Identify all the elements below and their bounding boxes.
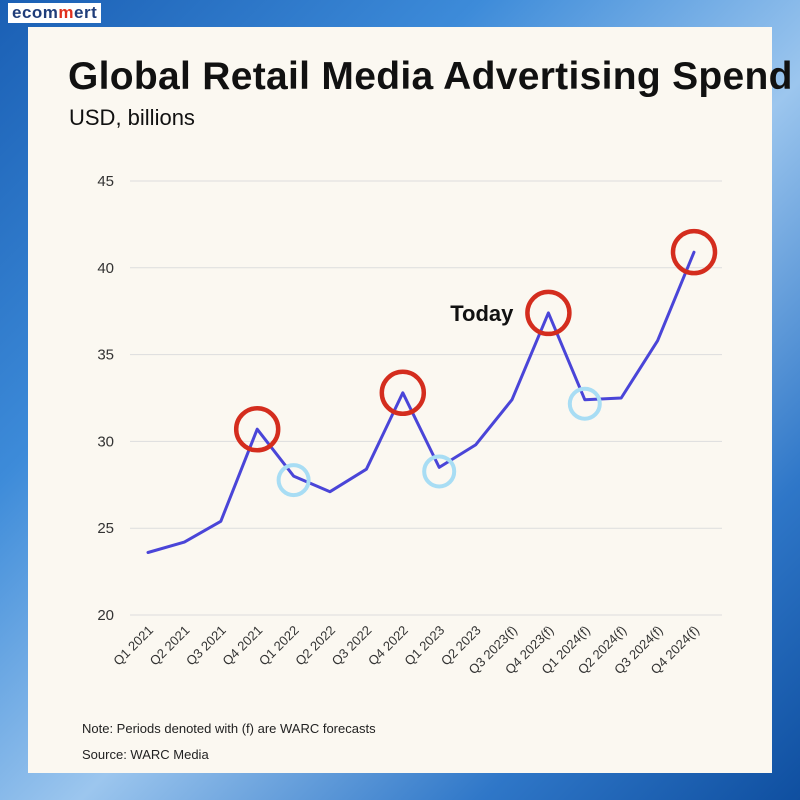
peak-highlight-circle: [233, 405, 281, 453]
dip-highlight-circle: [276, 463, 311, 498]
data-point: [292, 474, 296, 478]
data-point: [255, 427, 259, 431]
chart-subtitle: USD, billions: [69, 105, 195, 130]
peak-highlight-circle: [525, 289, 572, 337]
chart-title: Global Retail Media Advertising Spend: [68, 55, 793, 98]
source-note: Source: WARC Media: [82, 747, 209, 762]
dip-highlight-circle: [422, 454, 457, 489]
data-point: [182, 540, 186, 544]
y-tick-label: 25: [97, 520, 114, 537]
series-line: [146, 250, 696, 554]
data-point: [656, 339, 660, 343]
y-tick-label: 20: [97, 607, 114, 624]
data-point: [692, 250, 696, 254]
peak-highlight-circle: [379, 369, 427, 417]
peak-highlight-circle: [670, 228, 718, 276]
brand-logo: ecommert: [8, 3, 102, 23]
data-point: [474, 443, 478, 447]
data-point: [437, 465, 441, 469]
data-point: [328, 490, 332, 494]
data-point: [619, 396, 623, 400]
data-point: [510, 398, 514, 402]
dip-highlight-circle: [567, 386, 602, 421]
data-point: [364, 467, 368, 471]
chart-card: Global Retail Media Advertising Spend US…: [28, 27, 792, 773]
annotation-today: Today: [450, 301, 514, 326]
y-tick-label: 35: [97, 347, 114, 364]
y-tick-label: 30: [97, 433, 114, 450]
data-point: [401, 391, 405, 395]
data-point: [146, 551, 150, 555]
y-tick-label: 45: [97, 173, 114, 190]
footnote: Note: Periods denoted with (f) are WARC …: [82, 721, 376, 736]
data-point: [219, 519, 223, 523]
data-point: [583, 398, 587, 402]
y-tick-label: 40: [97, 260, 114, 277]
data-point: [546, 311, 550, 315]
